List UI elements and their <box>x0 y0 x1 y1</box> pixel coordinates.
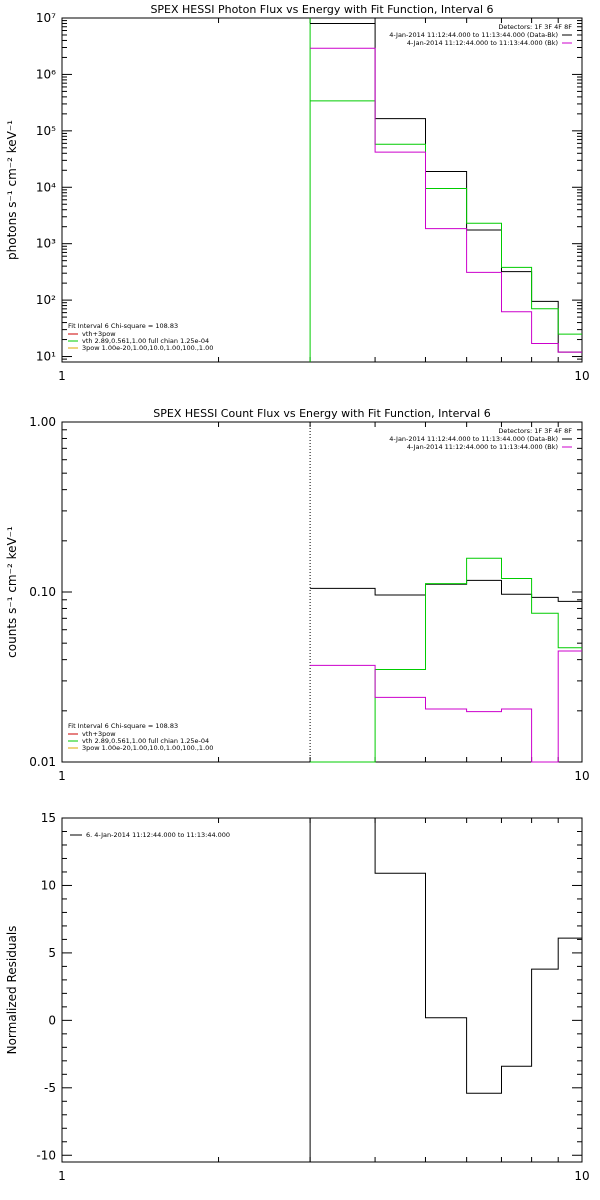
plot-frame <box>61 817 583 1163</box>
y-axis-label: counts s⁻¹ cm⁻² keV⁻¹ <box>5 526 19 658</box>
legend-fit-entry: 3pow 1.00e-20,1.00,10.0,1.00,100.,1.00 <box>82 344 213 352</box>
legend-fit-entry: 3pow 1.00e-20,1.00,10.0,1.00,100.,1.00 <box>82 744 213 752</box>
y-tick-label: 10¹ <box>36 350 56 364</box>
legend-fit-entry: vth+3pow <box>82 330 116 338</box>
series-line-0 <box>310 817 582 1094</box>
legend-fit-entry: vth 2.89,0.561,1.00 full chian 1.25e-04 <box>82 337 209 345</box>
plot-frame <box>61 421 583 763</box>
y-tick-label: 10⁷ <box>36 11 56 25</box>
legend-entry-text: 4-Jan-2014 11:12:44.000 to 11:13:44.000 … <box>407 443 558 451</box>
series-line-1 <box>310 557 582 763</box>
y-tick-label: 1.00 <box>29 415 56 429</box>
x-tick-label: 10 <box>574 769 589 783</box>
y-tick-label: 10⁴ <box>36 180 56 194</box>
x-tick-label: 10 <box>574 1169 589 1183</box>
legend-entry-text: 4-Jan-2014 11:12:44.000 to 11:13:44.000 … <box>407 39 558 47</box>
legend-entry-text: 6. 4-Jan-2014 11:12:44.000 to 11:13:44.0… <box>86 831 230 839</box>
y-axis-label: photons s⁻¹ cm⁻² keV⁻¹ <box>5 120 19 260</box>
y-tick-label: 0.10 <box>29 585 56 599</box>
y-axis-label: Normalized Residuals <box>5 926 19 1055</box>
y-tick-label: 0 <box>48 1013 56 1027</box>
legend-fit-header: Fit Interval 6 Chi-square = 108.83 <box>68 722 178 730</box>
y-tick-label: -10 <box>36 1148 56 1162</box>
series-line-2 <box>310 47 582 353</box>
legend-fit-header: Fit Interval 6 Chi-square = 108.83 <box>68 322 178 330</box>
chart-title: SPEX HESSI Count Flux vs Energy with Fit… <box>153 407 490 420</box>
y-tick-label: 10⁵ <box>36 124 56 138</box>
y-tick-label: 10 <box>41 878 56 892</box>
series-line-0 <box>310 23 582 353</box>
series-line-0 <box>310 579 582 602</box>
plot-frame <box>61 17 583 363</box>
series-line-1 <box>310 100 582 335</box>
y-tick-label: 5 <box>48 946 56 960</box>
x-tick-label: 1 <box>58 769 66 783</box>
legend-detectors: Detectors: 1F 3F 4F 8F <box>498 427 572 435</box>
legend-fit-entry: vth 2.89,0.561,1.00 full chian 1.25e-04 <box>82 737 209 745</box>
y-tick-label: 10³ <box>36 237 56 251</box>
chart-title: SPEX HESSI Photon Flux vs Energy with Fi… <box>150 3 493 16</box>
y-tick-label: 10⁶ <box>36 67 56 81</box>
legend-fit-entry: vth+3pow <box>82 730 116 738</box>
y-tick-label: -5 <box>44 1081 56 1095</box>
legend-entry-text: 4-Jan-2014 11:12:44.000 to 11:13:44.000 … <box>389 435 558 443</box>
y-tick-label: 0.01 <box>29 755 56 769</box>
legend-entry-text: 4-Jan-2014 11:12:44.000 to 11:13:44.000 … <box>389 31 558 39</box>
x-tick-label: 1 <box>58 369 66 383</box>
y-tick-label: 15 <box>41 811 56 825</box>
x-tick-label: 1 <box>58 1169 66 1183</box>
y-tick-label: 10² <box>36 293 56 307</box>
series-line-2 <box>310 650 582 763</box>
x-tick-label: 10 <box>574 369 589 383</box>
legend-detectors: Detectors: 1F 3F 4F 8F <box>498 23 572 31</box>
